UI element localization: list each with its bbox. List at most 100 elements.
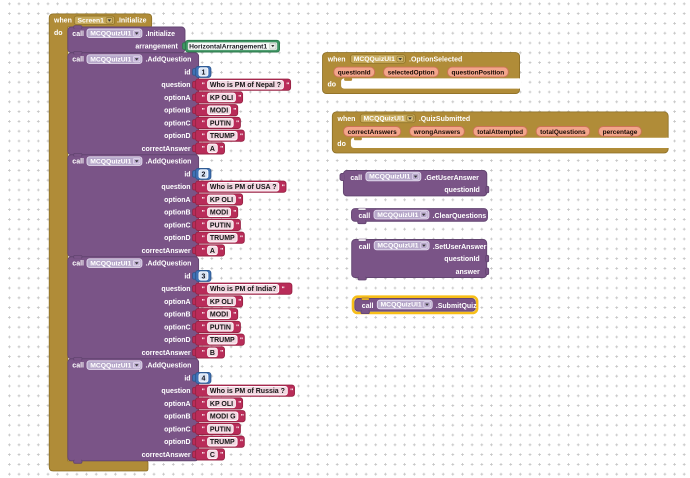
svg-text:KP OLI: KP OLI	[210, 299, 233, 306]
svg-text:": "	[202, 426, 205, 433]
svg-text:TRUMP: TRUMP	[210, 133, 235, 140]
svg-text:optionC: optionC	[164, 223, 190, 230]
svg-text:.ClearQuestions: .ClearQuestions	[433, 213, 487, 220]
svg-text:": "	[236, 426, 239, 433]
svg-text:optionC: optionC	[164, 121, 190, 128]
svg-text:": "	[202, 452, 205, 459]
svg-text:.AddQuestion: .AddQuestion	[146, 159, 192, 166]
svg-text:": "	[202, 439, 205, 446]
svg-text:totalAttempted: totalAttempted	[477, 129, 523, 136]
svg-text:MCQQuizUI1: MCQQuizUI1	[377, 243, 418, 250]
svg-text:": "	[202, 337, 205, 344]
svg-text:.AddQuestion: .AddQuestion	[146, 261, 192, 268]
svg-text:": "	[241, 413, 244, 420]
svg-text:4: 4	[201, 375, 205, 382]
svg-text:.AddQuestion: .AddQuestion	[146, 363, 192, 370]
svg-text:": "	[202, 311, 205, 318]
svg-text:": "	[202, 388, 205, 395]
svg-text:optionA: optionA	[164, 197, 190, 204]
svg-text:": "	[233, 107, 236, 114]
svg-text:TRUMP: TRUMP	[210, 337, 235, 344]
svg-text:id: id	[184, 70, 190, 77]
svg-text:2: 2	[201, 171, 205, 178]
svg-text:KP OLI: KP OLI	[210, 401, 233, 408]
svg-text:": "	[202, 299, 205, 306]
svg-text:": "	[202, 286, 205, 293]
svg-text:call: call	[350, 175, 362, 182]
svg-text:.OptionSelected: .OptionSelected	[409, 57, 462, 64]
svg-text:": "	[202, 107, 205, 114]
svg-text:KP OLI: KP OLI	[210, 197, 233, 204]
svg-text:optionB: optionB	[164, 108, 190, 115]
svg-text:call: call	[359, 244, 371, 251]
svg-text:Who is PM of Russia ?: Who is PM of Russia ?	[210, 388, 285, 395]
svg-text:": "	[240, 337, 243, 344]
svg-text:1: 1	[201, 69, 205, 76]
svg-text:": "	[220, 248, 223, 255]
svg-text:MCQQuizUI1: MCQQuizUI1	[369, 174, 410, 181]
svg-text:": "	[202, 146, 205, 153]
svg-text:TRUMP: TRUMP	[210, 439, 235, 446]
svg-text:": "	[220, 146, 223, 153]
svg-text:optionB: optionB	[164, 414, 190, 421]
svg-text:optionB: optionB	[164, 312, 190, 319]
svg-text:.AddQuestion: .AddQuestion	[146, 57, 192, 64]
svg-text:": "	[202, 222, 205, 229]
svg-text:question: question	[161, 82, 190, 89]
svg-text:": "	[238, 95, 241, 102]
svg-text:": "	[233, 311, 236, 318]
svg-text:question: question	[161, 388, 190, 395]
svg-text:call: call	[72, 57, 84, 64]
svg-text:optionB: optionB	[164, 210, 190, 217]
svg-text:correctAnswer: correctAnswer	[142, 350, 191, 357]
svg-text:wrongAnswers: wrongAnswers	[413, 129, 461, 136]
svg-text:do: do	[54, 30, 63, 37]
svg-text:call: call	[359, 213, 371, 220]
svg-text:MCQQuizUI1: MCQQuizUI1	[90, 31, 131, 38]
svg-text:": "	[202, 95, 205, 102]
svg-text:": "	[240, 133, 243, 140]
svg-text:MCQQuizUI1: MCQQuizUI1	[90, 362, 131, 369]
svg-text:": "	[202, 133, 205, 140]
svg-text:MCQQuizUI1: MCQQuizUI1	[377, 212, 418, 219]
svg-text:A: A	[210, 248, 215, 255]
svg-text:": "	[282, 286, 285, 293]
svg-text:arrangement: arrangement	[135, 44, 178, 51]
svg-text:PUTIN: PUTIN	[210, 222, 231, 229]
svg-text:id: id	[184, 273, 190, 280]
svg-text:B: B	[210, 350, 215, 357]
svg-text:": "	[202, 324, 205, 331]
svg-text:": "	[233, 209, 236, 216]
svg-text:.SubmitQuiz: .SubmitQuiz	[436, 303, 477, 310]
svg-text:optionD: optionD	[164, 439, 190, 446]
svg-text:correctAnswer: correctAnswer	[142, 248, 191, 255]
svg-text:3: 3	[201, 273, 205, 280]
svg-text:do: do	[337, 141, 346, 148]
svg-text:question: question	[161, 286, 190, 293]
svg-text:": "	[202, 209, 205, 216]
svg-text:id: id	[184, 172, 190, 179]
svg-text:": "	[282, 184, 285, 191]
svg-text:Who is PM of Nepal ?: Who is PM of Nepal ?	[210, 82, 281, 89]
svg-text:MCQQuizUI1: MCQQuizUI1	[364, 116, 405, 123]
svg-text:": "	[202, 184, 205, 191]
svg-text:MCQQuizUI1: MCQQuizUI1	[90, 158, 131, 165]
svg-text:optionD: optionD	[164, 133, 190, 140]
svg-text:": "	[202, 401, 205, 408]
svg-text:when: when	[337, 116, 356, 123]
svg-text:questionId: questionId	[338, 69, 371, 76]
svg-text:KP OLI: KP OLI	[210, 95, 233, 102]
svg-text:PUTIN: PUTIN	[210, 120, 231, 127]
svg-text:.Initialize: .Initialize	[117, 18, 147, 25]
svg-text:": "	[202, 197, 205, 204]
svg-text:": "	[240, 439, 243, 446]
svg-text:id: id	[184, 375, 190, 382]
svg-text:questionId: questionId	[444, 256, 479, 263]
svg-text:MODI: MODI	[210, 312, 228, 319]
svg-text:call: call	[72, 363, 84, 370]
svg-text:": "	[202, 235, 205, 242]
svg-text:when: when	[327, 57, 346, 64]
svg-text:MCQQuizUI1: MCQQuizUI1	[90, 56, 131, 63]
svg-text:totalQuestions: totalQuestions	[540, 129, 586, 136]
svg-text:Who is PM of USA ?: Who is PM of USA ?	[210, 184, 277, 191]
